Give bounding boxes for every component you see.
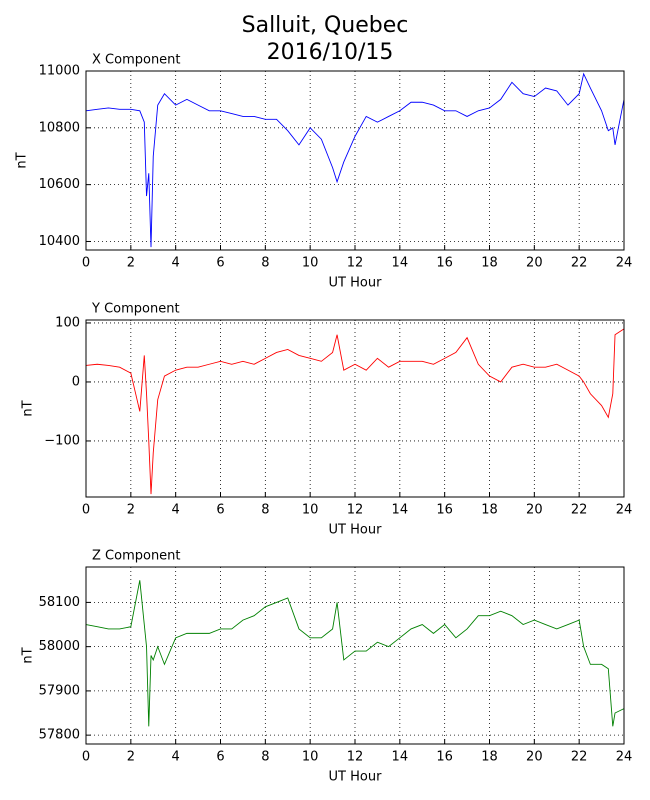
x-tick-label: 2 — [127, 256, 135, 271]
y-tick-label: 11000 — [39, 64, 80, 79]
y-tick-label: 58100 — [39, 595, 80, 610]
x-tick-label: 8 — [261, 503, 269, 518]
y-tick-label: 57800 — [39, 728, 80, 743]
x-tick-label: 20 — [526, 750, 543, 765]
x-tick-label: 24 — [616, 503, 633, 518]
y-tick-label: 100 — [55, 315, 80, 330]
x-axis-label: UT Hour — [329, 276, 383, 291]
x-tick-label: 16 — [436, 503, 453, 518]
panel-title: X Component — [92, 53, 181, 68]
data-line — [85, 72, 625, 248]
x-tick-label: 0 — [82, 256, 90, 271]
x-tick-label: 14 — [392, 256, 409, 271]
y-tick-label: −100 — [44, 433, 80, 448]
x-tick-label: 22 — [571, 750, 588, 765]
x-tick-label: 16 — [436, 256, 453, 271]
x-tick-label: 12 — [347, 503, 364, 518]
x-tick-label: 24 — [616, 750, 633, 765]
x-tick-label: 4 — [172, 256, 180, 271]
y-tick-label: 10800 — [39, 120, 80, 135]
plot-frame — [85, 319, 625, 498]
x-tick-label: 22 — [571, 256, 588, 271]
x-tick-label: 20 — [526, 503, 543, 518]
plot-frame — [85, 566, 625, 745]
x-tick-label: 18 — [481, 503, 498, 518]
figure-subtitle: 2016/10/15 — [267, 40, 394, 65]
x-tick-label: 0 — [82, 503, 90, 518]
x-tick-label: 8 — [261, 256, 269, 271]
y-axis-label: nT — [21, 647, 36, 663]
y-tick-label: 58000 — [39, 639, 80, 654]
x-tick-label: 0 — [82, 750, 90, 765]
x-axis-label: UT Hour — [329, 770, 383, 785]
x-tick-label: 24 — [616, 256, 633, 271]
y-tick-label: 10600 — [39, 177, 80, 192]
x-tick-label: 2 — [127, 503, 135, 518]
x-tick-label: 6 — [216, 503, 224, 518]
y-axis-label: nT — [21, 400, 36, 416]
x-tick-label: 16 — [436, 750, 453, 765]
x-tick-label: 10 — [302, 503, 319, 518]
x-tick-label: 4 — [172, 503, 180, 518]
figure-title: Salluit, Quebec — [242, 13, 409, 38]
x-tick-label: 14 — [392, 503, 409, 518]
x-axis-label: UT Hour — [329, 523, 383, 538]
panel-title: Y Component — [91, 302, 180, 317]
x-tick-label: 6 — [216, 750, 224, 765]
x-tick-label: 10 — [302, 750, 319, 765]
x-tick-label: 10 — [302, 256, 319, 271]
x-tick-label: 2 — [127, 750, 135, 765]
x-tick-label: 12 — [347, 256, 364, 271]
data-line — [85, 580, 625, 727]
x-tick-label: 22 — [571, 503, 588, 518]
panel-title: Z Component — [92, 549, 181, 564]
y-tick-label: 10400 — [39, 234, 80, 249]
y-tick-label: 57900 — [39, 683, 80, 698]
y-axis-label: nT — [15, 152, 30, 168]
x-tick-label: 18 — [481, 750, 498, 765]
x-tick-label: 4 — [172, 750, 180, 765]
plot-frame — [85, 70, 625, 251]
x-tick-label: 8 — [261, 750, 269, 765]
x-tick-label: 6 — [216, 256, 224, 271]
x-tick-label: 18 — [481, 256, 498, 271]
x-tick-label: 20 — [526, 256, 543, 271]
data-line — [85, 328, 625, 495]
x-tick-label: 14 — [392, 750, 409, 765]
x-tick-label: 12 — [347, 750, 364, 765]
y-tick-label: 0 — [72, 374, 80, 389]
